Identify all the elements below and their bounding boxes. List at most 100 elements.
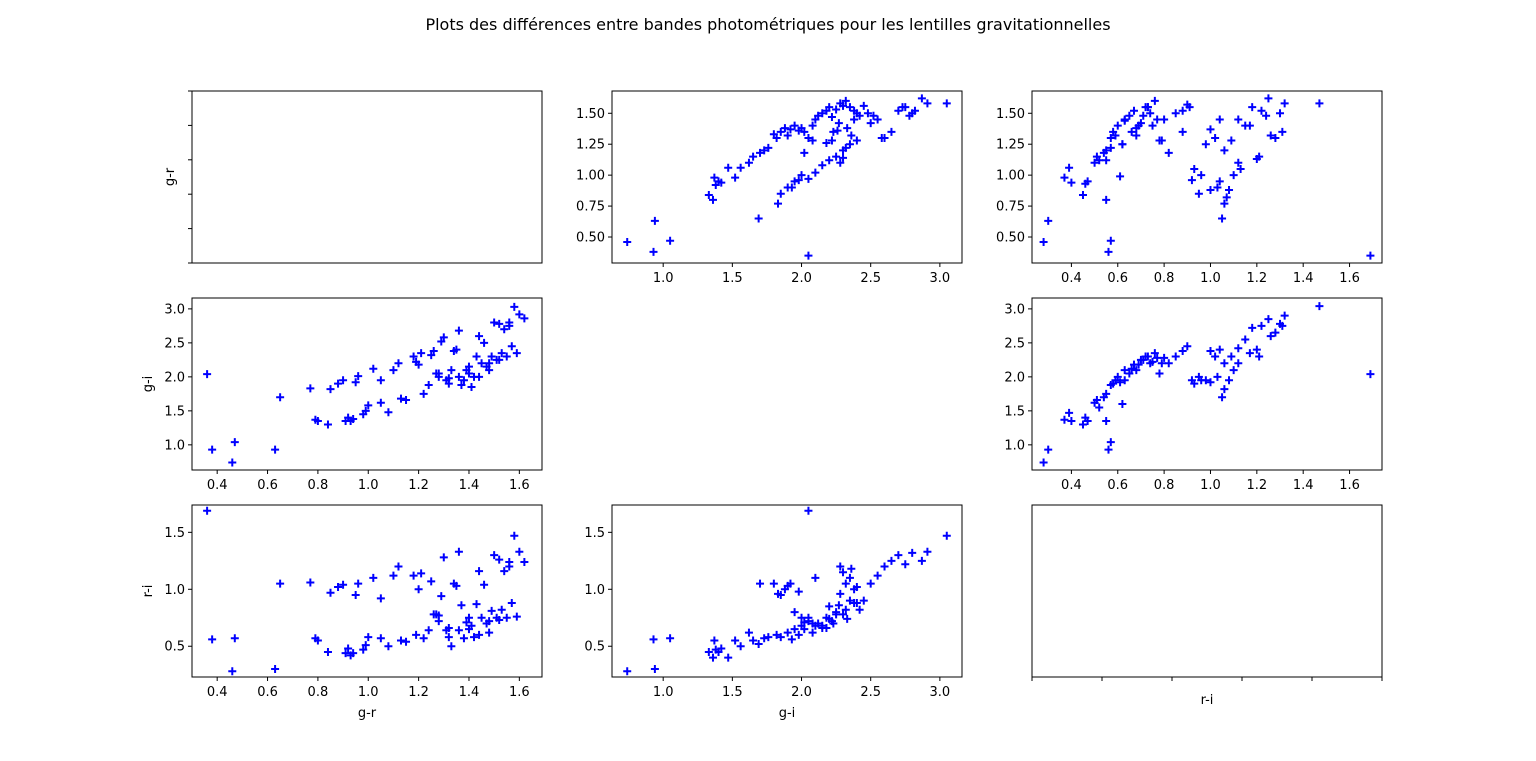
data-point [1092,395,1101,404]
data-point [1164,359,1173,368]
data-point [384,408,393,417]
data-point [841,605,850,614]
data-point [834,119,843,128]
data-point [1187,176,1196,185]
data-point [787,635,796,644]
y-tick-label: 1.00 [996,169,1025,184]
data-point [1215,177,1224,186]
x-tick-label: 0.8 [1154,271,1175,286]
data-point [1234,344,1243,353]
x-tick-label: 0.8 [308,478,329,493]
data-point [794,176,803,185]
x-tick-label: 1.4 [1293,271,1314,286]
data-point [898,103,907,112]
data-point [354,579,363,588]
y-tick-label: 3.0 [164,302,185,317]
data-point [923,99,932,108]
series-points-p21 [623,506,951,676]
data-point [769,579,778,588]
data-point [942,99,951,108]
data-point [1113,121,1122,130]
data-point [908,548,917,557]
data-point [341,417,350,426]
data-point [783,131,792,140]
data-point [847,564,856,573]
data-point [364,401,373,410]
data-point [1157,136,1166,145]
data-point [482,619,491,628]
data-point [786,125,795,134]
data-point [203,370,212,379]
y-axis-label: g-r [163,167,178,186]
data-point [1218,214,1227,223]
data-point [1160,353,1169,362]
x-tick-label: 1.0 [1200,478,1221,493]
data-point [776,189,785,198]
data-point [505,557,514,566]
data-point [454,326,463,335]
data-point [1171,352,1180,361]
data-point [505,318,514,327]
data-point [409,352,418,361]
data-point [1067,417,1076,426]
data-point [1143,352,1152,361]
data-point [419,634,428,643]
data-point [877,134,886,143]
data-point [412,630,421,639]
x-tick-label: 0.6 [1107,478,1128,493]
data-point [825,156,834,165]
data-point [326,385,335,394]
data-point [866,579,875,588]
data-point [917,556,926,565]
data-point [873,571,882,580]
data-point [1153,353,1162,362]
data-point [717,644,726,653]
data-point [744,158,753,167]
subplot-grid: g-r1.0 1.5 2.0 2.5 3.00.500.751.001.251.500.… [141,90,1383,721]
axes-frame [611,504,963,678]
data-point [822,138,831,147]
data-point [271,665,280,674]
data-point [389,571,398,580]
data-point [313,417,322,426]
data-point [797,171,806,180]
data-point [334,583,343,592]
data-point [1132,366,1141,375]
data-point [1234,359,1243,368]
data-point [369,573,378,582]
data-point [1222,193,1231,202]
data-point [1280,99,1289,108]
data-point [772,630,781,639]
x-tick-label: 2.5 [860,271,881,286]
data-point [439,553,448,562]
data-point [910,106,919,115]
data-point [344,644,353,653]
data-point [454,372,463,381]
data-point [1280,311,1289,320]
data-point [800,618,809,627]
subplot-p00: g-r [163,90,543,264]
data-point [313,636,322,645]
data-point [500,325,509,334]
data-point [1248,103,1257,112]
axes-frame [191,297,543,471]
data-point [351,590,360,599]
data-point [780,124,789,133]
x-tick-label: 3.0 [930,271,951,286]
data-point [855,111,864,120]
x-tick-label: 0.4 [1061,271,1082,286]
data-point [1065,408,1074,417]
data-point [764,143,773,152]
data-point [841,143,850,152]
data-point [822,624,831,633]
data-point [349,415,358,424]
x-tick-label: 1.4 [459,685,480,700]
x-tick-label: 1.2 [1246,271,1267,286]
data-point [852,583,861,592]
data-point [444,624,453,633]
data-point [510,531,519,540]
data-point [708,195,717,204]
data-point [1220,359,1229,368]
data-point [477,613,486,622]
data-point [1206,378,1215,387]
